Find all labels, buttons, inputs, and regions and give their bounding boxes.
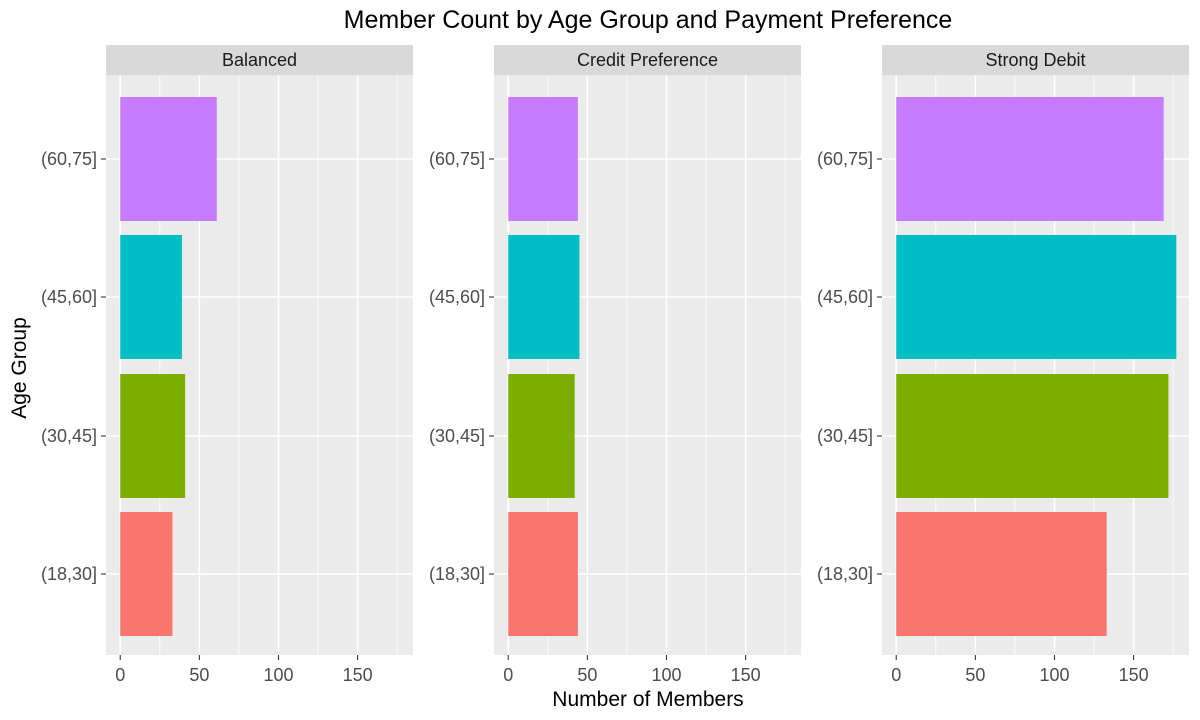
x-tick-label: 100	[1039, 665, 1069, 685]
facet-strip	[882, 45, 1189, 75]
x-tick-label: 0	[891, 665, 901, 685]
bar-18-30	[508, 512, 578, 636]
bar-60-75	[508, 97, 578, 221]
y-tick-label: (45,60]	[429, 287, 485, 307]
facet-strip	[106, 45, 413, 75]
y-tick-label: (30,45]	[41, 426, 97, 446]
x-tick-label: 100	[651, 665, 681, 685]
facet-strip-label: Strong Debit	[985, 50, 1085, 70]
y-tick-label: (18,30]	[41, 564, 97, 584]
facet-panel: Strong Debit 0 50 100 150 (18,30] (30,45] (45,6…	[817, 45, 1189, 685]
bar-18-30	[896, 512, 1107, 636]
facet-panels: Balanced 0 50 100 150 (18,30] (30,45] (45,60] (6…	[41, 45, 1189, 685]
facet-panel: Balanced 0 50 100 150 (18,30] (30,45] (45,60] (6…	[41, 45, 413, 685]
x-tick-label: 0	[503, 665, 513, 685]
x-tick-label: 50	[965, 665, 985, 685]
x-tick-label: 0	[115, 665, 125, 685]
y-tick-label: (30,45]	[817, 426, 873, 446]
y-axis-title: Age Group	[8, 317, 31, 419]
y-tick-label: (45,60]	[41, 287, 97, 307]
facet-panel: Credit Preference 0 50 100 150 (18,30] (30,45]…	[429, 45, 801, 685]
facet-strip-label: Balanced	[222, 50, 297, 70]
bar-60-75	[896, 97, 1164, 221]
x-axis-title: Number of Members	[552, 688, 743, 711]
bar-30-45	[508, 374, 575, 498]
y-tick-label: (60,75]	[429, 149, 485, 169]
x-tick-label: 150	[1119, 665, 1149, 685]
y-tick-label: (60,75]	[41, 149, 97, 169]
y-tick-label: (18,30]	[817, 564, 873, 584]
x-tick-label: 150	[731, 665, 761, 685]
y-tick-label: (45,60]	[817, 287, 873, 307]
bar-30-45	[120, 374, 186, 498]
y-tick-label: (18,30]	[429, 564, 485, 584]
facet-strip	[494, 45, 801, 75]
bar-30-45	[896, 374, 1169, 498]
y-tick-label: (60,75]	[817, 149, 873, 169]
bar-45-60	[896, 235, 1177, 359]
x-tick-label: 150	[343, 665, 373, 685]
chart-title: Member Count by Age Group and Payment Pr…	[344, 6, 953, 34]
x-tick-label: 50	[577, 665, 597, 685]
y-tick-label: (30,45]	[429, 426, 485, 446]
bar-45-60	[508, 235, 580, 359]
facet-strip-label: Credit Preference	[577, 50, 718, 70]
bar-45-60	[120, 235, 182, 359]
x-tick-label: 100	[263, 665, 293, 685]
bar-60-75	[120, 97, 217, 221]
x-tick-label: 50	[189, 665, 209, 685]
bar-18-30	[120, 512, 173, 636]
